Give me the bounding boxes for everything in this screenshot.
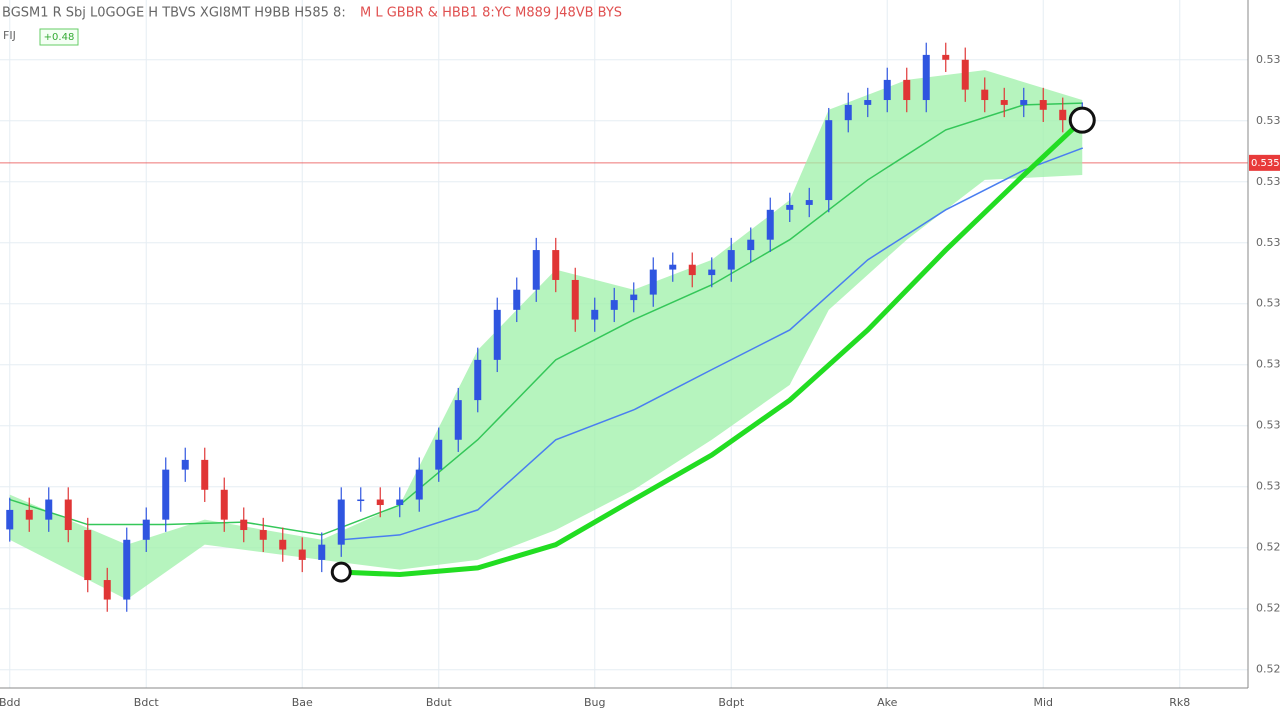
y-tick-label: 0.53 (1256, 480, 1280, 493)
candle-body (747, 239, 755, 251)
candle-body (669, 264, 677, 270)
candle-body (727, 250, 735, 270)
x-tick-label: Bae (292, 696, 313, 709)
candle-body (318, 544, 326, 560)
candle-body (454, 400, 462, 440)
x-tick-label: Ake (877, 696, 898, 709)
candle-body (513, 289, 521, 310)
x-tick-label: Bdpt (718, 696, 745, 709)
chart-title: BGSM1 R Sbj L0GOGE H TBVS XGI8MT H9BB H5… (2, 6, 346, 21)
candle-body (103, 580, 111, 600)
candle-body (1059, 109, 1067, 121)
candle-body (201, 459, 209, 490)
indicator-band (9, 70, 1083, 600)
price-label-box (1249, 154, 1280, 171)
candle-body (708, 269, 716, 276)
candle-body (610, 300, 618, 310)
y-tick-label: 0.528 (1256, 602, 1280, 615)
candle-body (142, 519, 150, 540)
candle-body (357, 499, 365, 502)
candle-body (942, 54, 950, 60)
candle-body (825, 120, 833, 201)
candle-body (766, 209, 774, 240)
candle-body (844, 104, 852, 121)
candles (6, 42, 1086, 612)
candle-body (435, 439, 443, 470)
candle-body (571, 279, 579, 320)
candle-body (123, 539, 131, 600)
candle-body (532, 250, 540, 290)
y-tick-label: 0.533 (1256, 297, 1280, 310)
candle-body (337, 499, 345, 545)
y-tick-label: 0.527 (1256, 663, 1280, 676)
x-tick-label: Bug (584, 696, 606, 709)
y-tick-label: 0.536 (1256, 114, 1280, 127)
candle-body (64, 499, 72, 531)
markers (330, 106, 1096, 583)
candle-body (415, 469, 423, 500)
chart-title-red: M L GBBR & HBB1 8:YC M889 J48VB BYS (360, 6, 622, 21)
candle-body (45, 499, 53, 520)
candle-body (84, 530, 92, 581)
x-tick-label: Bdut (426, 696, 453, 709)
candle-body (591, 309, 599, 320)
overlays (9, 70, 1085, 600)
x-tick-label: Bdct (134, 696, 160, 709)
y-tick-label: 0.534 (1256, 236, 1280, 249)
candle-body (474, 359, 482, 401)
candle-body (1039, 100, 1047, 110)
candle-body (864, 100, 872, 105)
candle-body (961, 59, 969, 90)
y-tick-label: 0.532 (1256, 358, 1280, 371)
end-marker (330, 561, 352, 583)
x-tick-label: Bdd (0, 696, 21, 709)
candle-body (493, 309, 501, 360)
candle-body (883, 79, 891, 101)
candle-body (220, 489, 228, 520)
candle-body (903, 79, 911, 101)
candle-body (1020, 100, 1028, 105)
candle-body (688, 264, 696, 276)
candle-body (162, 469, 170, 520)
candle-body (786, 204, 794, 210)
indicator-line (338, 117, 1085, 578)
candle-body (922, 54, 930, 101)
candle-body (259, 530, 267, 540)
candle-body (376, 499, 384, 506)
candle-body (630, 294, 638, 301)
y-tick-label: 0.531 (1256, 419, 1280, 432)
candle-body (181, 459, 189, 470)
y-tick-label: 0.537 (1256, 53, 1280, 66)
candle-body (298, 549, 306, 560)
candle-body (1000, 100, 1008, 105)
end-marker (1068, 106, 1096, 134)
y-tick-label: 0.535 (1256, 175, 1280, 188)
change: +0.48 (44, 32, 75, 43)
candle-body (240, 519, 248, 531)
indicator-line (9, 102, 1083, 536)
x-tick-label: Rk8 (1169, 696, 1190, 709)
symbol: FIJ (3, 29, 16, 42)
x-tick-label: Mid (1033, 696, 1053, 709)
candle-body (552, 250, 560, 280)
y-tick-label: 0.529 (1256, 541, 1280, 554)
change-box (39, 28, 79, 46)
price-label: 0.5353 (1251, 158, 1280, 169)
candle-body (805, 200, 813, 205)
indicator-line (340, 147, 1083, 541)
candle-body (396, 499, 404, 506)
candle-body (279, 539, 287, 550)
candle-body (981, 89, 989, 101)
candle-body (649, 269, 657, 295)
candle-body (25, 509, 33, 520)
candle-body (6, 509, 14, 530)
